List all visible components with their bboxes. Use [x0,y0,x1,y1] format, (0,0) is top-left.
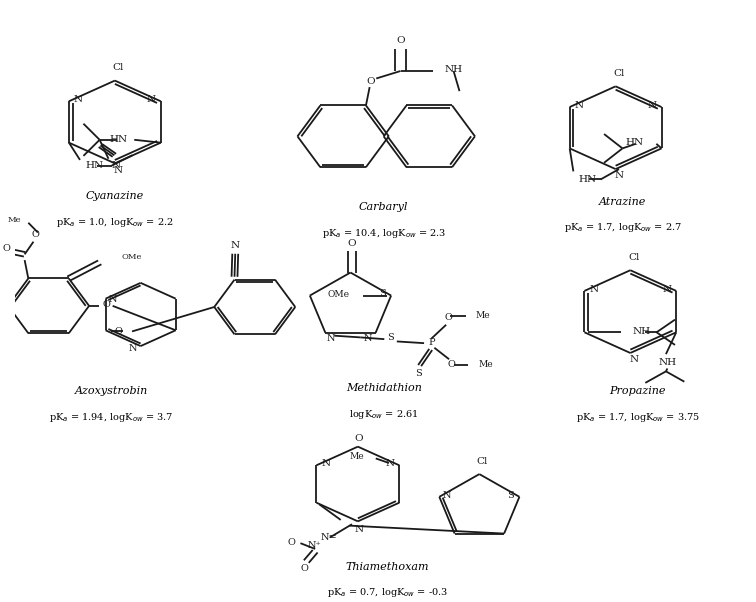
Text: Me: Me [476,311,490,320]
Text: N: N [111,161,120,170]
Text: O: O [2,244,10,253]
Text: N=: N= [321,533,337,542]
Text: S: S [387,333,394,342]
Text: HN: HN [625,138,643,147]
Text: S: S [379,290,386,299]
Text: O: O [300,564,308,573]
Text: Cl: Cl [476,457,488,466]
Text: pK$_a$ = 1.94, logK$_{ow}$ = 3.7: pK$_a$ = 1.94, logK$_{ow}$ = 3.7 [49,411,173,424]
Text: Atrazine: Atrazine [600,197,646,206]
Text: Me: Me [8,216,21,224]
Text: S: S [507,491,514,500]
Text: O: O [355,434,363,443]
Text: N: N [442,491,451,500]
Text: HN: HN [86,161,104,170]
Text: pK$_a$ = 1.0, logK$_{ow}$ = 2.2: pK$_a$ = 1.0, logK$_{ow}$ = 2.2 [56,216,174,229]
Text: N: N [114,166,123,175]
Text: Azoxystrobin: Azoxystrobin [75,386,147,396]
Text: N: N [575,101,584,110]
Text: Carbaryl: Carbaryl [359,202,408,213]
Text: N: N [590,285,599,294]
Text: O: O [445,313,452,322]
Text: O: O [396,36,405,45]
Text: pK$_a$ = 1.7, logK$_{ow}$ = 3.75: pK$_a$ = 1.7, logK$_{ow}$ = 3.75 [575,411,700,424]
Text: HN: HN [110,135,128,144]
Text: N: N [321,459,330,468]
Text: Methidathion: Methidathion [345,383,422,394]
Text: HN: HN [578,175,596,184]
Text: N: N [630,355,639,364]
Text: NH: NH [633,327,651,336]
Text: N: N [385,459,395,468]
Text: Cl: Cl [614,69,625,78]
Text: N: N [327,334,336,343]
Text: N: N [615,172,624,181]
Text: O: O [348,239,356,247]
Text: O: O [103,300,110,309]
Text: N: N [74,95,83,104]
Text: N: N [147,95,156,104]
Text: N: N [662,285,671,294]
Text: OMe: OMe [122,253,142,261]
Text: N⁺: N⁺ [307,541,321,550]
Text: N: N [129,344,138,353]
Text: O: O [448,361,455,370]
Text: Cl: Cl [113,63,124,72]
Text: Thiamethoxam: Thiamethoxam [345,562,429,571]
Text: N: N [647,101,656,110]
Text: O: O [366,77,375,86]
Text: pK$_a$ = 10.4, logK$_{ow}$ = 2.3: pK$_a$ = 10.4, logK$_{ow}$ = 2.3 [321,227,446,240]
Text: pK$_a$ = 0.7, logK$_{ow}$ = -0.3: pK$_a$ = 0.7, logK$_{ow}$ = -0.3 [327,586,448,599]
Text: O: O [287,538,296,547]
Text: N: N [231,241,240,250]
Text: logK$_{ow}$ = 2.61: logK$_{ow}$ = 2.61 [349,408,418,421]
Text: NH: NH [445,66,463,75]
Text: Me: Me [479,361,493,370]
Text: Me: Me [349,452,364,461]
Text: pK$_a$ = 1.7, logK$_{ow}$ = 2.7: pK$_a$ = 1.7, logK$_{ow}$ = 2.7 [564,222,682,234]
Text: N: N [109,296,117,305]
Text: Propazine: Propazine [609,386,666,396]
Text: O: O [115,327,122,337]
Text: O: O [32,231,39,240]
Text: Cl: Cl [628,253,640,262]
Text: N: N [354,526,363,535]
Text: OMe: OMe [328,290,350,299]
Text: S: S [415,368,422,377]
Text: P: P [429,338,435,347]
Text: Cyanazine: Cyanazine [85,191,144,201]
Text: N: N [364,334,373,343]
Text: NH: NH [658,358,677,367]
